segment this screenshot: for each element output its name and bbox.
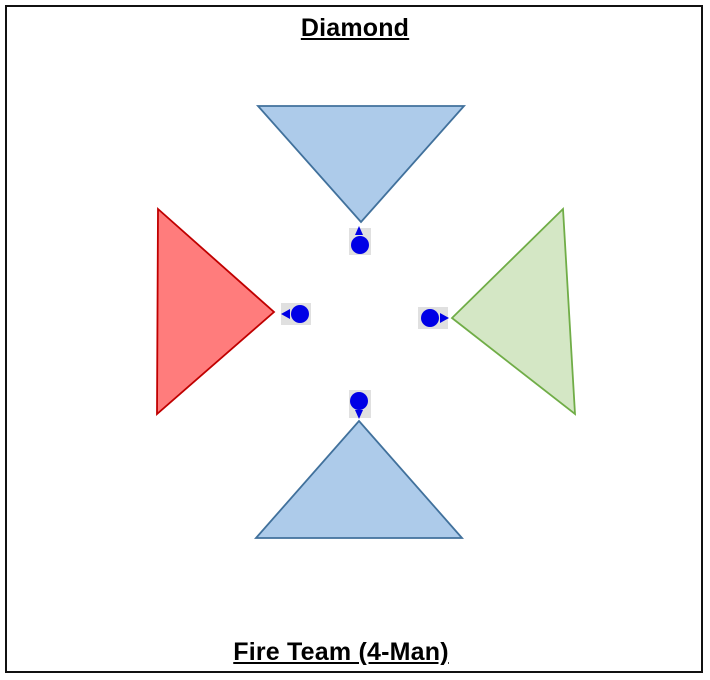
diagram-title: Diamond [300, 14, 410, 42]
sector-right-triangle [450, 206, 577, 416]
soldier-left-marker [281, 303, 311, 325]
soldier-bottom-marker [349, 390, 371, 419]
diagram-subtitle: Fire Team (4-Man) [233, 638, 449, 666]
soldier-top-marker [349, 226, 371, 255]
sector-bottom-triangle [254, 419, 464, 539]
sector-left-triangle [156, 207, 276, 416]
diagram-frame [5, 5, 703, 673]
sector-top-triangle [255, 105, 467, 224]
soldier-right-marker [418, 307, 449, 329]
